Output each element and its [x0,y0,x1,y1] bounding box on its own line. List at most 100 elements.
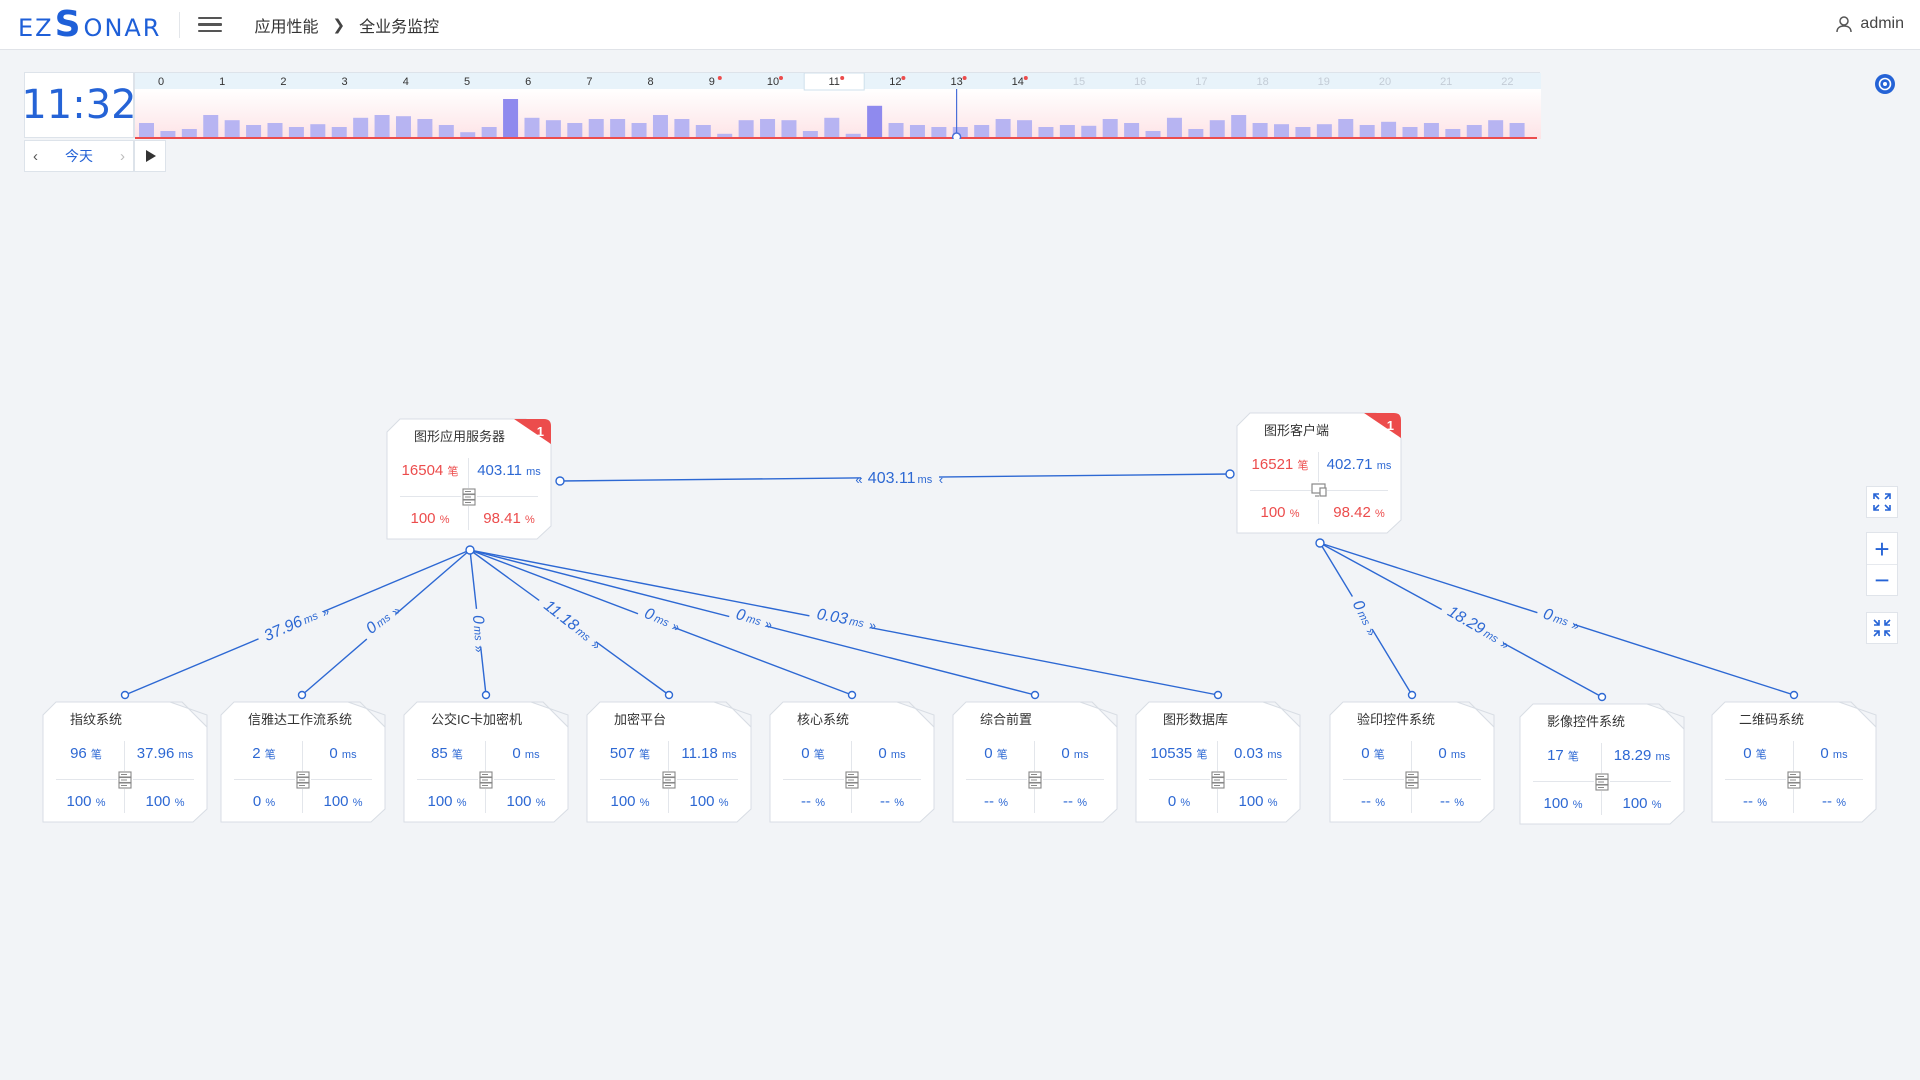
timeline-hour-label[interactable]: 2 [280,76,286,88]
node-card-n3[interactable]: 公交IC卡加密机 85 笔 0 ms 100 % 100 % [403,701,569,823]
breadcrumb-item-app-performance[interactable]: 应用性能 [254,18,319,36]
timeline-bar[interactable] [717,133,733,137]
timeline-hour-label[interactable]: 20 [1379,76,1391,88]
edge-latency-label[interactable]: 0ms» [728,604,775,632]
timeline-hour-label[interactable]: 18 [1256,76,1268,88]
timeline-bar[interactable] [353,117,369,137]
timeline-bar[interactable] [1017,120,1033,137]
edge-line[interactable] [469,549,1219,696]
edge-latency-label[interactable]: 0ms» [1535,603,1582,634]
timeline-hour-label[interactable]: 22 [1501,76,1513,88]
timeline-bar[interactable] [738,120,754,137]
timeline-bar[interactable] [203,115,219,137]
timeline-bar[interactable] [888,123,904,137]
node-card-n-app-server[interactable]: 图形应用服务器 1 16504 笔 403.11 ms 100 % 98.41 … [386,418,552,540]
node-card-n-client[interactable]: 图形客户端 1 16521 笔 402.71 ms 100 % 98.42 % [1236,412,1402,534]
timeline-bar[interactable] [1402,127,1418,137]
edge-line[interactable] [469,549,1036,696]
timeline-bar[interactable] [845,133,861,137]
timeline-hour-label[interactable]: 16 [1134,76,1146,88]
edge-line[interactable] [124,549,471,696]
timeline-bar[interactable] [374,115,390,137]
timeline-hour-label[interactable]: 19 [1318,76,1330,88]
timeline-bar[interactable] [1445,129,1461,137]
alert-count-badge[interactable]: 1 [536,424,544,439]
timeline-bar[interactable] [1231,115,1247,137]
timeline-bar[interactable] [1488,120,1504,137]
timeline-bar[interactable] [288,127,304,137]
timeline-hour-label[interactable]: 1 [219,76,225,88]
node-card-n4[interactable]: 加密平台 507 笔 11.18 ms 100 % 100 % [586,701,752,823]
timeline-hour-label[interactable]: 14 [1012,76,1024,88]
timeline-bar[interactable] [1381,121,1397,137]
play-button[interactable] [134,140,166,172]
edge-line[interactable] [559,473,1231,482]
timeline-cursor-handle[interactable] [951,132,962,139]
timeline-bar[interactable] [1274,124,1290,137]
timeline-bar[interactable] [460,132,476,137]
zoom-in-icon[interactable]: + [1874,533,1890,564]
timeline-histogram[interactable]: 01234567891011121314151617181920212223 [134,72,1541,139]
alert-count-badge[interactable]: 1 [1386,418,1394,433]
edge-latency-label[interactable]: 0ms» [468,608,489,653]
timeline-hour-label[interactable]: 0 [158,76,164,88]
timeline-bar[interactable] [631,123,647,137]
timeline-active-hour-tab[interactable] [803,73,865,91]
timeline-bar[interactable] [481,127,497,137]
timeline-bar[interactable] [139,123,154,137]
fullscreen-expand-icon[interactable] [1866,486,1898,518]
prev-day-icon[interactable]: ‹ [33,147,38,165]
timeline-bar[interactable] [524,117,540,137]
timeline-bar[interactable] [417,119,433,137]
timeline-bar[interactable] [974,125,990,137]
hamburger-menu-icon[interactable] [198,13,223,37]
settings-icon[interactable] [1873,72,1897,96]
edge-latency-label[interactable]: 0.03ms» [808,604,878,633]
timeline-bar[interactable] [438,125,454,137]
node-card-n2[interactable]: 信雅达工作流系统 2 笔 0 ms 0 % 100 % [220,701,386,823]
edge-line[interactable] [1319,542,1795,696]
edge-latency-label[interactable]: 37.96ms» [255,601,332,647]
timeline-bar[interactable] [867,105,883,137]
timeline-hour-label[interactable]: 3 [342,76,348,88]
timeline-hour-label[interactable]: 10 [767,76,779,88]
edge-latency-label[interactable]: 11.18ms» [535,592,605,653]
timeline-bar[interactable] [1295,127,1311,137]
timeline-bar[interactable] [160,131,176,137]
user-menu[interactable]: admin [1834,14,1904,34]
timeline-bar[interactable] [652,115,668,137]
zoom-out-icon[interactable]: − [1867,564,1897,595]
timeline-hour-label[interactable]: 8 [648,76,654,88]
edge-latency-label[interactable]: 403.11 ms « ‹ [855,470,943,487]
app-logo[interactable]: EZ S ONAR [18,6,161,43]
node-card-n9[interactable]: 影像控件系统 17 笔 18.29 ms 100 % 100 % [1519,703,1685,825]
timeline-bar[interactable] [1338,119,1354,137]
timeline-hour-label[interactable]: 21 [1440,76,1452,88]
timeline-bar[interactable] [802,131,818,137]
timeline-hour-label[interactable]: 6 [525,76,531,88]
timeline-bar[interactable] [952,127,968,137]
timeline-bar[interactable] [695,125,711,137]
timeline-bar[interactable] [824,117,840,137]
timeline-bar[interactable] [1359,125,1375,137]
node-card-n1[interactable]: 指纹系统 96 笔 37.96 ms 100 % 100 % [42,701,208,823]
timeline-bar[interactable] [588,119,604,137]
timeline-bar[interactable] [331,127,347,137]
timeline-bar[interactable] [610,119,626,137]
edge-latency-label[interactable]: 18.29ms» [1439,599,1513,653]
timeline-bar[interactable] [1124,123,1140,137]
timeline-bar[interactable] [1081,125,1097,137]
timeline-hour-label[interactable]: 7 [586,76,592,88]
timeline-bar[interactable] [1145,131,1161,137]
timeline-bar[interactable] [995,119,1011,137]
edge-latency-label[interactable]: 0ms» [358,601,403,641]
timeline-bar[interactable] [1188,129,1204,137]
node-card-n6[interactable]: 综合前置 0 笔 0 ms -- % -- % [952,701,1118,823]
timeline-bar[interactable] [1252,123,1268,137]
timeline-hour-label[interactable]: 4 [403,76,409,88]
edge-line[interactable] [469,549,670,696]
edge-line[interactable] [1319,542,1603,698]
edge-line[interactable] [301,549,471,696]
timeline-bar[interactable] [674,119,690,137]
timeline-bar[interactable] [246,125,262,137]
